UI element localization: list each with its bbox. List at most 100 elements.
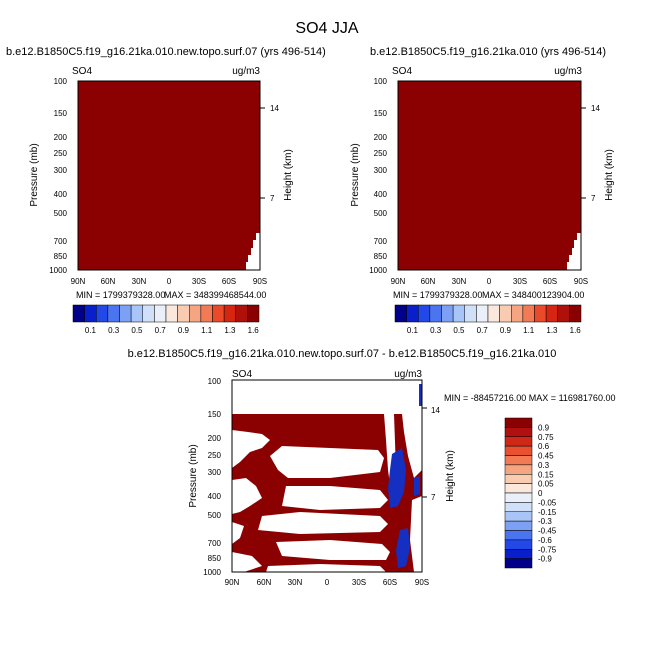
colorbar-swatch (119, 304, 132, 323)
colorbar-label: 0.3 (108, 326, 120, 335)
colorbar-swatch (504, 436, 533, 447)
colorbar-swatch (487, 304, 500, 323)
panel-1-max: MAX = 348399468544.00 (164, 290, 266, 300)
x-tick-label: 60N (421, 277, 436, 286)
colorbar-swatch (418, 304, 431, 323)
diff-neutral-region (266, 564, 386, 572)
colorbar-label: 0.3 (538, 461, 550, 470)
y-tick-label: 100 (208, 377, 222, 386)
colorbar-label: 1.3 (546, 326, 558, 335)
colorbar-swatch (545, 304, 558, 323)
colorbar-label: 0.1 (407, 326, 419, 335)
colorbar-swatch (504, 417, 533, 428)
diff-neutral-region (270, 446, 384, 478)
y-tick-label: 100 (54, 77, 68, 86)
panel-3-ylabel: Pressure (mb) (188, 444, 199, 507)
x-tick-label: 30N (132, 277, 147, 286)
colorbar-label: 0.7 (477, 326, 489, 335)
colorbar-label: -0.3 (538, 517, 552, 526)
colorbar-swatch (223, 304, 236, 323)
colorbar-swatch (504, 445, 533, 456)
colorbar-swatch (96, 304, 109, 323)
y-tick-label: 200 (54, 133, 68, 142)
panel-3-y-ticks: 100 150 200 250 300 400 500 700 850 1000 (203, 377, 221, 577)
x-tick-label: 0 (325, 578, 330, 587)
x-tick-label: 30S (352, 578, 366, 587)
y-tick-label: 300 (54, 166, 68, 175)
panel-3-frame (231, 379, 423, 573)
diff-negative-region (388, 448, 406, 508)
colorbar-label: 1.1 (201, 326, 213, 335)
y-tick-label: 150 (54, 109, 68, 118)
y-tick-label: 250 (208, 451, 222, 460)
colorbar-swatch (504, 492, 533, 503)
panel-1-y-ticks: 100 150 200 250 300 400 500 700 850 1000 (49, 77, 67, 275)
panel-2-field (398, 81, 581, 270)
colorbar-swatch (504, 427, 533, 437)
colorbar-swatch (247, 304, 260, 323)
panel-2-y2-ticks: 14 7 (581, 104, 600, 203)
panel-2-y2label: Height (km) (604, 149, 615, 201)
y-tick-label: 300 (208, 468, 222, 477)
panel-2-y-ticks: 100 150 200 250 300 400 500 700 850 1000 (369, 77, 387, 275)
panel-1-colorbar: 0.1 0.3 0.5 0.7 0.9 1.1 1.3 1.6 (72, 304, 260, 335)
diff-neutral-region (232, 430, 270, 468)
colorbar-swatch (452, 304, 465, 323)
diff-neutral-region (258, 512, 388, 534)
colorbar-label: -0.6 (538, 536, 552, 545)
colorbar-label: 0.9 (500, 326, 512, 335)
x-tick-label: 60N (101, 277, 116, 286)
colorbar-swatch (394, 304, 407, 323)
y-tick-label: 150 (374, 109, 388, 118)
y2-tick-label: 14 (431, 406, 440, 415)
y-tick-label: 400 (374, 190, 388, 199)
colorbar-label: 0.9 (178, 326, 190, 335)
colorbar-swatch (107, 304, 120, 323)
panel-3: b.e12.B1850C5.f19_g16.21ka.010.new.topo.… (128, 348, 616, 587)
y-tick-label: 700 (374, 237, 388, 246)
colorbar-swatch (504, 530, 533, 541)
colorbar-label: 0.5 (131, 326, 143, 335)
colorbar-label: 1.1 (523, 326, 535, 335)
x-tick-label: 60N (257, 578, 272, 587)
panel-3-colorbar: 0.90.750.60.450.30.150.050-0.05-0.15-0.3… (504, 417, 557, 569)
y-tick-label: 700 (54, 237, 68, 246)
y-tick-label: 200 (374, 133, 388, 142)
y2-tick-label: 7 (591, 194, 596, 203)
colorbar-swatch (504, 502, 533, 512)
colorbar-swatch (189, 304, 202, 323)
colorbar-swatch (130, 304, 143, 323)
y-tick-label: 500 (208, 511, 222, 520)
diff-neutral-region (232, 478, 262, 514)
colorbar-label: 1.6 (570, 326, 582, 335)
panel-1-terrain (246, 233, 260, 270)
y-tick-label: 500 (374, 209, 388, 218)
panel-2-x-ticks: 90N 60N 30N 0 30S 60S 90S (391, 277, 588, 286)
panel-2-colorbar: 0.1 0.3 0.5 0.7 0.9 1.1 1.3 1.6 (394, 304, 582, 335)
y-tick-label: 850 (374, 252, 388, 261)
diff-neutral-region (276, 540, 390, 560)
colorbar-swatch (504, 558, 533, 569)
panel-2-ylabel: Pressure (mb) (350, 143, 361, 206)
colorbar-label: -0.05 (538, 498, 557, 507)
panel-1-frame (77, 80, 261, 271)
y-tick-label: 1000 (203, 568, 221, 577)
colorbar-swatch (504, 474, 533, 484)
colorbar-label: 1.3 (224, 326, 236, 335)
colorbar-swatch (534, 304, 547, 323)
colorbar-label: 0.1 (85, 326, 97, 335)
panel-3-y2-ticks: 14 7 (422, 406, 440, 502)
y-tick-label: 1000 (49, 266, 67, 275)
y-tick-label: 400 (208, 492, 222, 501)
colorbar-swatch (504, 455, 533, 466)
x-tick-label: 30N (288, 578, 303, 587)
colorbar-swatch (165, 304, 178, 323)
colorbar-label: 0.45 (538, 452, 554, 461)
colorbar-swatch (569, 304, 582, 323)
panel-1-y2-ticks: 14 7 (260, 104, 279, 203)
x-tick-label: 30S (192, 277, 206, 286)
x-tick-label: 30S (513, 277, 527, 286)
y2-tick-label: 7 (431, 493, 436, 502)
panel-2-terrain (567, 233, 581, 270)
